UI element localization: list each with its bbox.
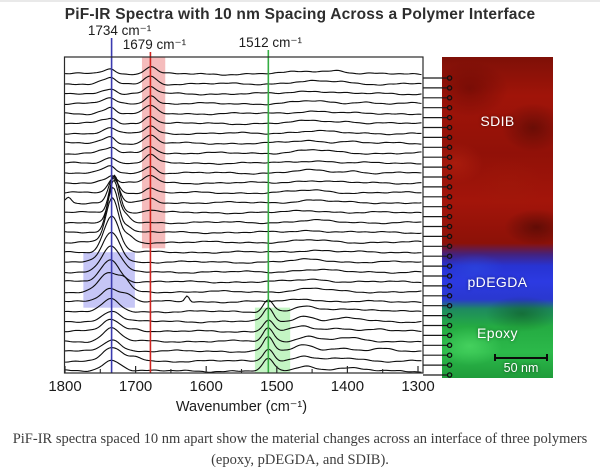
measurement-dot (446, 194, 453, 200)
annotation-label-1512: 1512 cm⁻¹ (239, 35, 303, 50)
spectrum-trace-8 (64, 145, 422, 155)
spectrum-trace-0 (64, 66, 422, 76)
measurement-dot (446, 213, 453, 220)
spectrum-trace-23 (64, 287, 422, 304)
scale-bar: 50 nm (494, 354, 548, 375)
figure-caption-line1: PiF-IR spectra spaced 10 nm apart show t… (12, 431, 588, 447)
spectrum-trace-27 (64, 327, 422, 343)
region-label-sdib: SDIB (480, 113, 515, 129)
spectrum-trace-11 (65, 174, 422, 185)
measurement-dot (446, 312, 453, 319)
measurement-dot (446, 164, 453, 170)
measurement-dot (446, 332, 453, 339)
measurement-dot (446, 362, 453, 368)
x-tick-label: 1400 (331, 378, 364, 395)
measurement-dot (446, 134, 453, 141)
spectrum-trace-10 (64, 165, 422, 175)
spectrum-trace-22 (64, 272, 422, 294)
measurement-dot (446, 233, 453, 240)
polymer-interface-afm-image: SDIB pDEGDA Epoxy 50 nm (442, 57, 553, 378)
measurement-dot (446, 154, 453, 160)
spectrum-trace-17 (64, 197, 422, 245)
spectrum-trace-18 (64, 215, 422, 254)
scale-bar-line (494, 354, 548, 361)
measurement-dot (446, 293, 453, 299)
spectrum-trace-3 (64, 95, 422, 106)
figure-title: PiF-IR Spectra with 10 nm Spacing Across… (64, 6, 536, 23)
spectrum-trace-5 (64, 115, 422, 126)
spectrum-trace-25 (64, 307, 422, 324)
page-top-divider (0, 0, 600, 2)
spectrum-trace-4 (64, 104, 422, 116)
measurement-dot (446, 114, 453, 121)
measurement-dot (446, 223, 453, 230)
spectrum-trace-2 (64, 85, 422, 96)
measurement-dot (446, 85, 453, 91)
measurement-dot (446, 273, 453, 279)
spectrum-trace-24 (64, 297, 422, 314)
measurement-dot (446, 75, 453, 81)
measurement-dot (446, 263, 453, 269)
measurement-dot (446, 322, 453, 329)
spectrum-trace-12 (64, 178, 422, 195)
measurement-dot (446, 243, 453, 250)
spectrum-trace-20 (64, 245, 422, 274)
x-axis-label: Wavenumber (cm⁻¹) (176, 399, 307, 415)
measurement-dot (446, 283, 453, 289)
measurement-dot (446, 144, 453, 151)
annotation-label-1679: 1679 cm⁻¹ (123, 37, 187, 52)
band-1679 (141, 57, 166, 249)
spectrum-trace-29 (64, 347, 422, 363)
measurement-dot (446, 95, 453, 101)
spectrum-trace-16 (64, 186, 422, 235)
x-tick-label: 1800 (48, 378, 81, 395)
x-tick-label: 1600 (190, 378, 223, 395)
measurement-dot (446, 174, 453, 180)
spectrum-trace-14 (64, 174, 422, 215)
spectrum-trace-30 (64, 357, 422, 373)
measurement-dot (446, 352, 453, 358)
scale-bar-label: 50 nm (503, 361, 539, 375)
measurement-dot (446, 342, 453, 349)
spectrum-trace-26 (64, 318, 422, 333)
plot-frame (63, 56, 424, 374)
x-tick-label: 1500 (260, 378, 293, 395)
measurement-dot (446, 302, 453, 309)
measurement-dot (446, 184, 453, 190)
measurement-dot (446, 253, 453, 259)
measurement-dot (446, 104, 453, 111)
measurement-dot (446, 124, 453, 131)
annotation-label-1734: 1734 cm⁻¹ (88, 23, 152, 38)
spectrum-trace-9 (64, 153, 422, 165)
spectrum-trace-7 (64, 134, 422, 145)
region-label-pdegda: pDEGDA (467, 274, 528, 290)
region-label-epoxy: Epoxy (477, 325, 518, 341)
x-tick-label: 1700 (119, 378, 152, 395)
spectrum-trace-13 (64, 176, 422, 205)
spectrum-trace-19 (64, 231, 422, 264)
spectrum-trace-6 (64, 125, 422, 136)
measurement-dot (446, 372, 453, 378)
x-tick-label: 1300 (401, 378, 434, 395)
figure-caption-line2: (epoxy, pDEGDA, and SDIB). (211, 452, 389, 467)
spectrum-trace-1 (64, 75, 422, 86)
spectrum-trace-15 (64, 179, 422, 225)
spectrum-trace-28 (64, 335, 422, 353)
figure-caption: PiF-IR spectra spaced 10 nm apart show t… (0, 429, 600, 467)
measurement-dot (446, 203, 453, 210)
